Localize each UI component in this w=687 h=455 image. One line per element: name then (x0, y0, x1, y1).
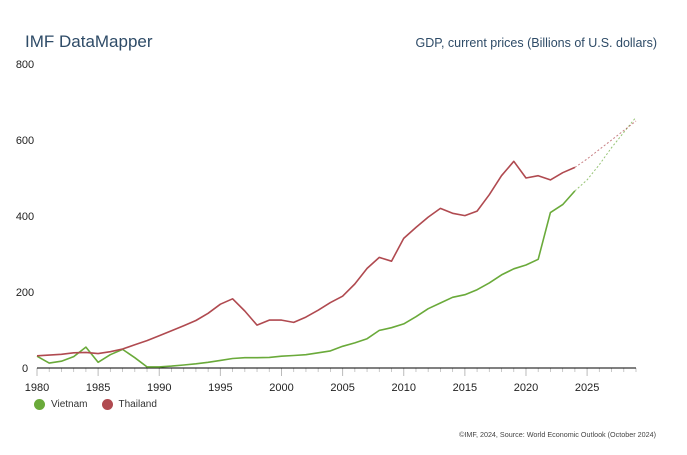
x-tick-label: 2025 (575, 382, 599, 394)
y-tick-label: 400 (16, 211, 34, 223)
x-axis-labels: 1980 1985 1990 1995 2000 2005 2010 2015 2020 2025 (25, 382, 600, 394)
series-projection-thailand[interactable] (574, 120, 637, 168)
y-tick-label: 0 (22, 363, 28, 375)
chart-title: GDP, current prices (Billions of U.S. do… (415, 36, 657, 50)
legend-dot-vietnam (34, 399, 45, 410)
legend-dot-thailand (101, 399, 113, 410)
series-line-vietnam[interactable] (36, 190, 576, 368)
legend-item-thailand[interactable]: Thailand (101, 399, 157, 410)
series-projection-vietnam[interactable] (574, 116, 637, 192)
series-lines (36, 116, 637, 368)
app-title: IMF DataMapper (25, 32, 153, 51)
y-tick-label: 800 (16, 59, 34, 71)
legend: Vietnam Thailand (34, 399, 157, 410)
x-tick-label: 1995 (208, 382, 232, 394)
legend-label-vietnam: Vietnam (51, 399, 88, 410)
x-tick-label: 2000 (269, 382, 293, 394)
x-tick-label: 2005 (330, 382, 354, 394)
y-tick-label: 600 (16, 135, 34, 147)
y-axis-labels: 0 200 400 600 800 (16, 59, 34, 375)
x-tick-label: 2015 (453, 382, 477, 394)
x-tick-label: 2010 (391, 382, 415, 394)
x-tick-label: 2020 (514, 382, 538, 394)
x-tick-label: 1980 (25, 382, 49, 394)
x-axis-ticks (36, 368, 637, 376)
y-tick-label: 200 (16, 287, 34, 299)
x-tick-label: 1985 (86, 382, 110, 394)
source-note: ©IMF, 2024, Source: World Economic Outlo… (459, 430, 656, 439)
legend-label-thailand: Thailand (118, 399, 157, 410)
legend-item-vietnam[interactable]: Vietnam (34, 399, 88, 410)
series-line-thailand[interactable] (36, 160, 576, 357)
x-tick-label: 1990 (147, 382, 171, 394)
